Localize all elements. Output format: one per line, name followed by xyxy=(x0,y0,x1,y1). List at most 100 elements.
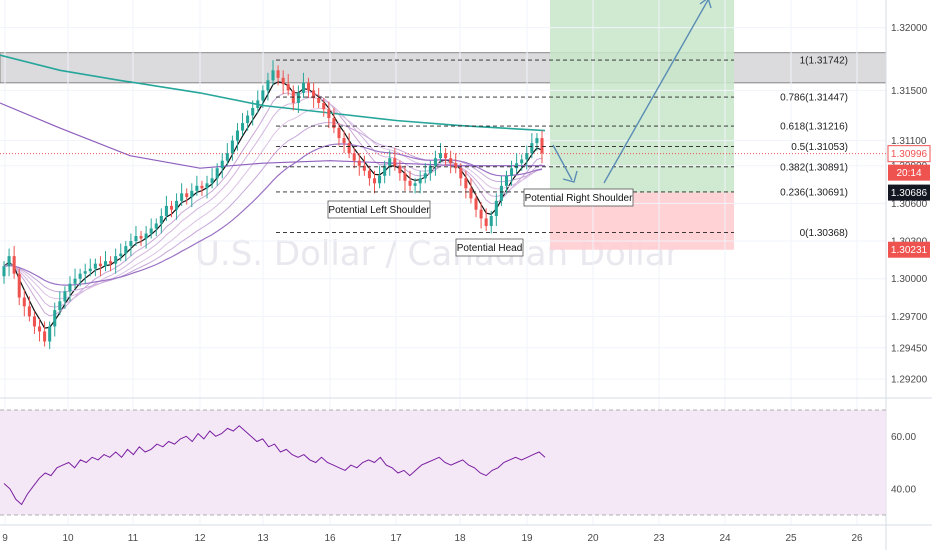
candle-body xyxy=(378,175,382,184)
candle-body xyxy=(205,183,209,189)
time-tick-label: 11 xyxy=(128,533,139,544)
ma-ribbon-line xyxy=(3,143,543,286)
time-tick-label: 19 xyxy=(521,533,533,544)
candle-body xyxy=(246,115,250,124)
candle-body xyxy=(210,178,214,184)
position-target-zone xyxy=(550,0,734,193)
annotation-box xyxy=(327,200,431,219)
candle-body xyxy=(499,185,503,201)
candle-body xyxy=(296,92,300,103)
fib-label: 0.618(1.31216) xyxy=(780,122,848,133)
candle-body xyxy=(474,198,478,210)
time-tick-label: 12 xyxy=(194,533,206,544)
candle-body xyxy=(185,193,189,198)
candle-body xyxy=(256,100,260,108)
candle-body xyxy=(261,90,265,101)
candle-body xyxy=(73,278,77,284)
candle-body xyxy=(357,160,361,166)
projection-arrow-up xyxy=(603,0,709,184)
annotation-box xyxy=(523,188,634,207)
candle-body xyxy=(403,173,407,181)
candle-body xyxy=(78,273,82,279)
fib-label: 1(1.31742) xyxy=(800,56,848,67)
fib-label: 0.5(1.31053) xyxy=(791,142,848,153)
price-tick-label: 1.31100 xyxy=(891,136,927,147)
candle-body xyxy=(469,188,473,199)
rsi-line xyxy=(3,425,546,506)
time-tick-label: 18 xyxy=(454,533,466,544)
price-badge-label: 1.30686 xyxy=(891,188,928,199)
fibonacci-layer: 1(1.31742) 0.786(1.31447) 0.618(1.31216) 0.… xyxy=(276,56,848,239)
fib-label: 0.786(1.31447) xyxy=(780,93,848,104)
candle-body xyxy=(515,163,519,169)
price-badge-label: 1.30231 xyxy=(891,245,928,256)
candle-body xyxy=(159,215,163,224)
candle-body xyxy=(7,256,11,267)
price-tick-label: 1.29700 xyxy=(891,312,928,323)
candle-body xyxy=(180,193,184,201)
candle-body xyxy=(164,205,168,216)
time-tick-label: 26 xyxy=(851,533,863,544)
candle-body xyxy=(413,183,417,186)
annotation-label: Potential Right Shoulder xyxy=(525,193,634,204)
arrow-head-icon xyxy=(699,0,712,9)
time-tick-label: 23 xyxy=(653,533,665,544)
candle-body xyxy=(32,316,36,327)
candle-body xyxy=(175,200,179,210)
price-tick-label: 1.30600 xyxy=(891,199,928,210)
candle-body xyxy=(530,143,534,154)
fib-label: 0.236(1.30691) xyxy=(780,187,848,198)
candle-body xyxy=(317,97,321,103)
candle-body xyxy=(271,70,275,81)
candle-body xyxy=(388,158,392,166)
candle-body xyxy=(215,168,219,179)
candle-body xyxy=(2,266,6,277)
time-tick-label: 16 xyxy=(324,533,336,544)
candle-body xyxy=(134,236,138,242)
candle-body xyxy=(230,140,234,154)
candle-body xyxy=(438,153,443,159)
candle-body xyxy=(124,246,128,254)
candle-body xyxy=(307,82,311,91)
candle-body xyxy=(83,271,87,274)
candle-body xyxy=(195,185,199,191)
candle-body xyxy=(38,326,42,332)
candle-body xyxy=(17,273,21,298)
candle-body xyxy=(367,170,371,179)
rsi-band xyxy=(0,410,886,515)
candle-body xyxy=(520,159,524,164)
candle-body xyxy=(423,173,427,179)
candle-body xyxy=(119,253,123,257)
candle-body xyxy=(342,138,346,144)
candle-body xyxy=(504,175,508,186)
candle-body xyxy=(241,123,245,131)
candle-body xyxy=(433,158,437,166)
candle-body xyxy=(154,223,158,229)
candle-body xyxy=(103,261,108,267)
candle-body xyxy=(286,84,290,91)
annotation-label: Potential Head xyxy=(457,243,523,254)
candle-body xyxy=(383,165,387,176)
price-tick-label: 1.32000 xyxy=(891,23,928,34)
candle-body xyxy=(301,82,305,93)
candle-body xyxy=(322,102,326,110)
candle-body xyxy=(220,160,224,169)
time-tick-label: 25 xyxy=(785,533,797,544)
candle-body xyxy=(540,138,544,154)
time-tick-label: 24 xyxy=(719,533,731,544)
fib-label: 0(1.30368) xyxy=(800,228,848,239)
rsi-tick-label: 60.00 xyxy=(891,432,916,443)
candle-body xyxy=(489,215,493,226)
candle-body xyxy=(68,283,72,292)
candle-body xyxy=(149,228,153,234)
candle-body xyxy=(129,241,133,247)
price-badge xyxy=(887,145,931,163)
candle-body xyxy=(484,218,488,226)
candle-body xyxy=(58,301,62,311)
candle-body xyxy=(408,180,412,186)
time-tick-label: 17 xyxy=(390,533,402,544)
candle-body xyxy=(266,80,270,91)
candle-body xyxy=(337,128,341,139)
ma-ribbon-line xyxy=(3,108,543,300)
candle-body xyxy=(464,178,468,189)
